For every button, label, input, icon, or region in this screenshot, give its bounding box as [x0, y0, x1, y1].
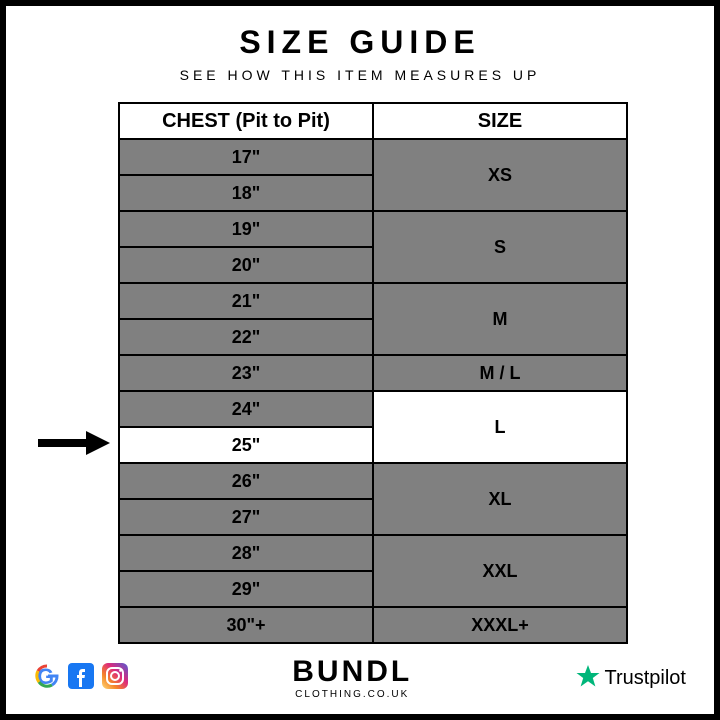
table-row: 28"XXL — [119, 535, 627, 571]
trustpilot-label: Trustpilot — [604, 667, 686, 690]
header-chest: CHEST (Pit to Pit) — [119, 103, 373, 139]
size-cell: XXXL+ — [373, 607, 627, 643]
table-row: 23"M / L — [119, 355, 627, 391]
social-icons: G — [34, 663, 128, 694]
size-cell: XXL — [373, 535, 627, 607]
chest-cell: 26" — [119, 463, 373, 499]
table-row: 24"L — [119, 391, 627, 427]
pointer-arrow-icon — [38, 431, 110, 455]
chest-cell: 23" — [119, 355, 373, 391]
size-cell: XL — [373, 463, 627, 535]
size-cell: M — [373, 283, 627, 355]
size-table-container: CHEST (Pit to Pit) SIZE 17"XS18"19"S20"2… — [118, 102, 628, 644]
page-title: SIZE GUIDE — [6, 24, 714, 61]
trustpilot-badge: Trustpilot — [576, 664, 686, 694]
trustpilot-star-icon — [576, 664, 600, 694]
table-row: 26"XL — [119, 463, 627, 499]
chest-cell: 18" — [119, 175, 373, 211]
size-cell: S — [373, 211, 627, 283]
chest-cell: 19" — [119, 211, 373, 247]
chest-cell: 21" — [119, 283, 373, 319]
chest-cell: 24" — [119, 391, 373, 427]
size-cell: L — [373, 391, 627, 463]
chest-cell: 17" — [119, 139, 373, 175]
page-subtitle: SEE HOW THIS ITEM MEASURES UP — [6, 67, 714, 83]
chest-cell: 28" — [119, 535, 373, 571]
chest-cell: 22" — [119, 319, 373, 355]
table-row: 21"M — [119, 283, 627, 319]
size-cell: M / L — [373, 355, 627, 391]
brand-name: BUNDL — [128, 657, 576, 687]
table-row: 19"S — [119, 211, 627, 247]
footer: G — [6, 657, 714, 700]
brand-logo: BUNDL CLOTHING.CO.UK — [128, 657, 576, 700]
instagram-icon — [102, 663, 128, 694]
chest-cell: 30"+ — [119, 607, 373, 643]
table-row: 17"XS — [119, 139, 627, 175]
size-cell: XS — [373, 139, 627, 211]
chest-cell: 27" — [119, 499, 373, 535]
table-row: 30"+XXXL+ — [119, 607, 627, 643]
facebook-icon — [68, 663, 94, 694]
brand-url: CLOTHING.CO.UK — [128, 689, 576, 700]
chest-cell: 25" — [119, 427, 373, 463]
chest-cell: 29" — [119, 571, 373, 607]
header-size: SIZE — [373, 103, 627, 139]
size-table: CHEST (Pit to Pit) SIZE 17"XS18"19"S20"2… — [118, 102, 628, 644]
chest-cell: 20" — [119, 247, 373, 283]
google-icon: G — [34, 663, 60, 694]
